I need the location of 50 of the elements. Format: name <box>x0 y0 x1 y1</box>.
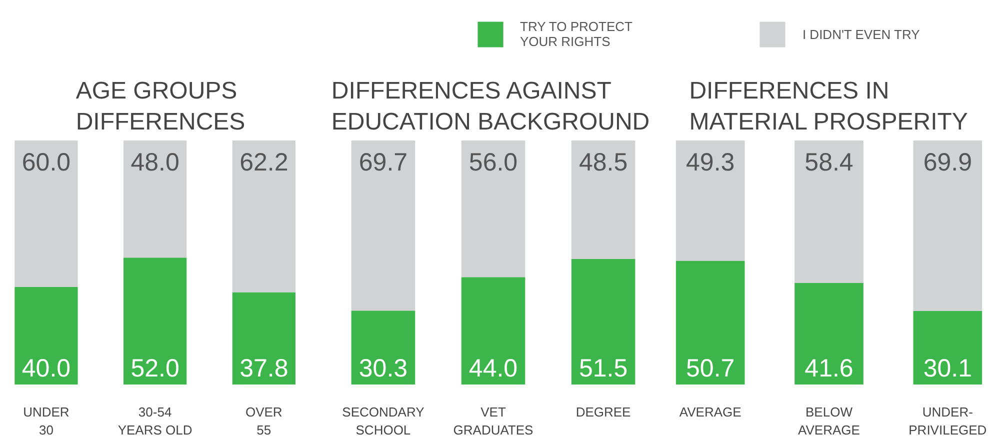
data-label: 44.0 <box>468 354 518 382</box>
data-label: 51.5 <box>578 354 628 382</box>
bar <box>676 140 745 261</box>
x-tick-label: DEGREE <box>576 404 632 420</box>
x-tick-label: UNDER 30 <box>23 404 70 438</box>
bar <box>14 286 78 384</box>
bar <box>913 311 982 384</box>
bar <box>14 140 78 287</box>
legend-label: TRY TO PROTECT YOUR RIGHTS <box>520 19 632 49</box>
bar <box>351 140 416 311</box>
bar <box>571 140 636 259</box>
data-label: 49.3 <box>686 148 735 176</box>
bar <box>123 258 187 384</box>
data-label: 52.0 <box>130 354 180 382</box>
data-label: 69.7 <box>358 148 408 176</box>
data-label: 48.0 <box>130 148 180 176</box>
x-tick-label: UNDER- PRIVILEGED <box>908 404 987 438</box>
data-label: 62.2 <box>240 148 288 176</box>
bar <box>913 140 982 312</box>
chart-title: DIFFERENCES IN MATERIAL PROSPERITY <box>689 77 968 136</box>
legend-label: I DIDN'T EVEN TRY <box>802 26 920 42</box>
bar <box>232 292 296 384</box>
data-label: 56.0 <box>468 148 518 176</box>
x-tick-label: OVER 55 <box>245 404 282 438</box>
data-label: 41.6 <box>804 354 854 382</box>
bar <box>461 277 526 384</box>
data-label: 69.9 <box>923 148 972 176</box>
data-label: 37.8 <box>240 354 288 382</box>
bar <box>571 258 636 384</box>
data-label: 50.7 <box>686 354 735 382</box>
bar <box>676 260 745 384</box>
bar <box>794 282 864 384</box>
bar <box>232 140 296 292</box>
x-tick-label: 30-54 YEARS OLD <box>118 404 192 438</box>
bar <box>461 140 526 278</box>
chart-title: AGE GROUPS DIFFERENCES <box>76 77 246 136</box>
data-label: 60.0 <box>22 148 71 176</box>
chart-title: DIFFERENCES AGAINST EDUCATION BACKGROUND <box>331 77 650 136</box>
bar <box>351 310 416 384</box>
bar <box>794 140 864 283</box>
data-label: 58.4 <box>804 148 854 176</box>
x-tick-label: VET GRADUATES <box>453 404 534 438</box>
data-label: 30.1 <box>923 354 972 382</box>
data-label: 48.5 <box>578 148 628 176</box>
data-label: 40.0 <box>22 354 71 382</box>
x-tick-label: AVERAGE <box>679 404 742 420</box>
bar <box>123 140 187 258</box>
data-label: 30.3 <box>358 354 408 382</box>
x-tick-label: BELOW AVERAGE <box>798 404 860 438</box>
x-tick-label: SECONDARY SCHOOL <box>342 404 425 438</box>
